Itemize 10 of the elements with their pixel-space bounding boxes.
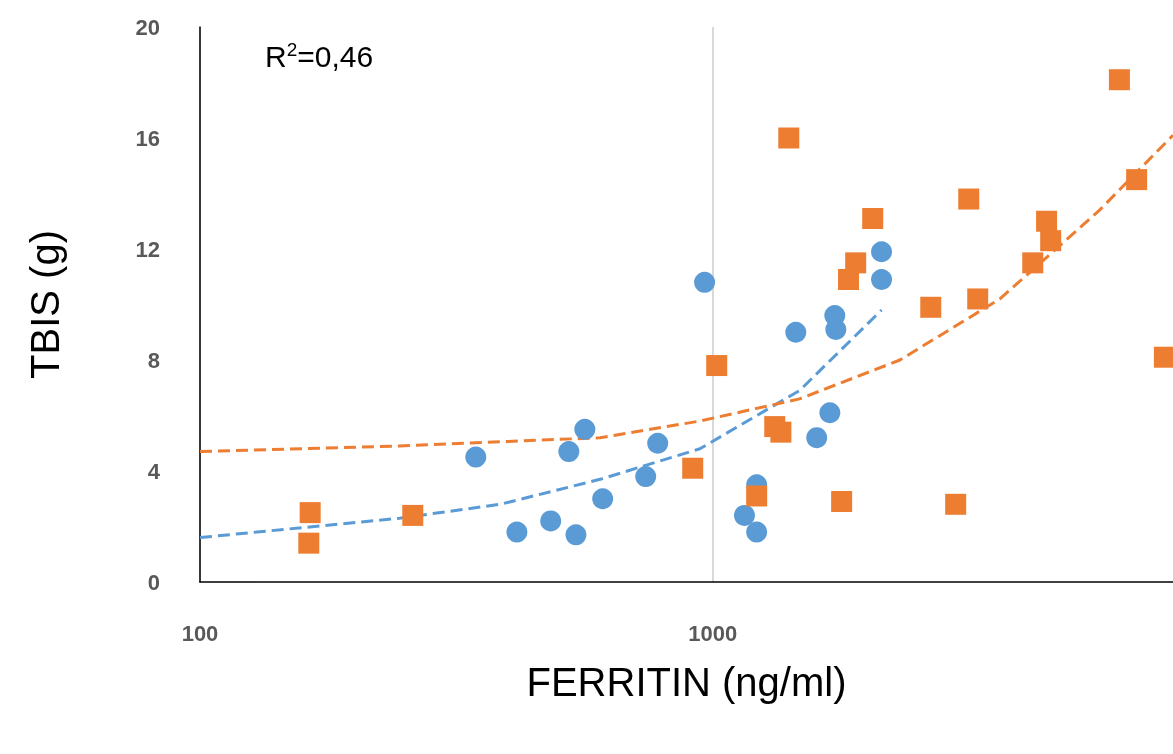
y-axis-title: TBIS (g): [23, 230, 67, 379]
y-tick-label: 4: [147, 458, 161, 484]
y-tick-label: 12: [135, 236, 160, 262]
x-tick-label: 1000: [688, 620, 738, 646]
y-tick-label: 8: [147, 347, 160, 373]
x-axis-title: FERRITIN (ng/ml): [526, 660, 847, 704]
x-tick-label: 100: [181, 620, 219, 646]
y-tick-label: 20: [135, 14, 160, 40]
y-tick-label: 16: [135, 125, 160, 151]
y-tick-label: 0: [147, 569, 160, 595]
